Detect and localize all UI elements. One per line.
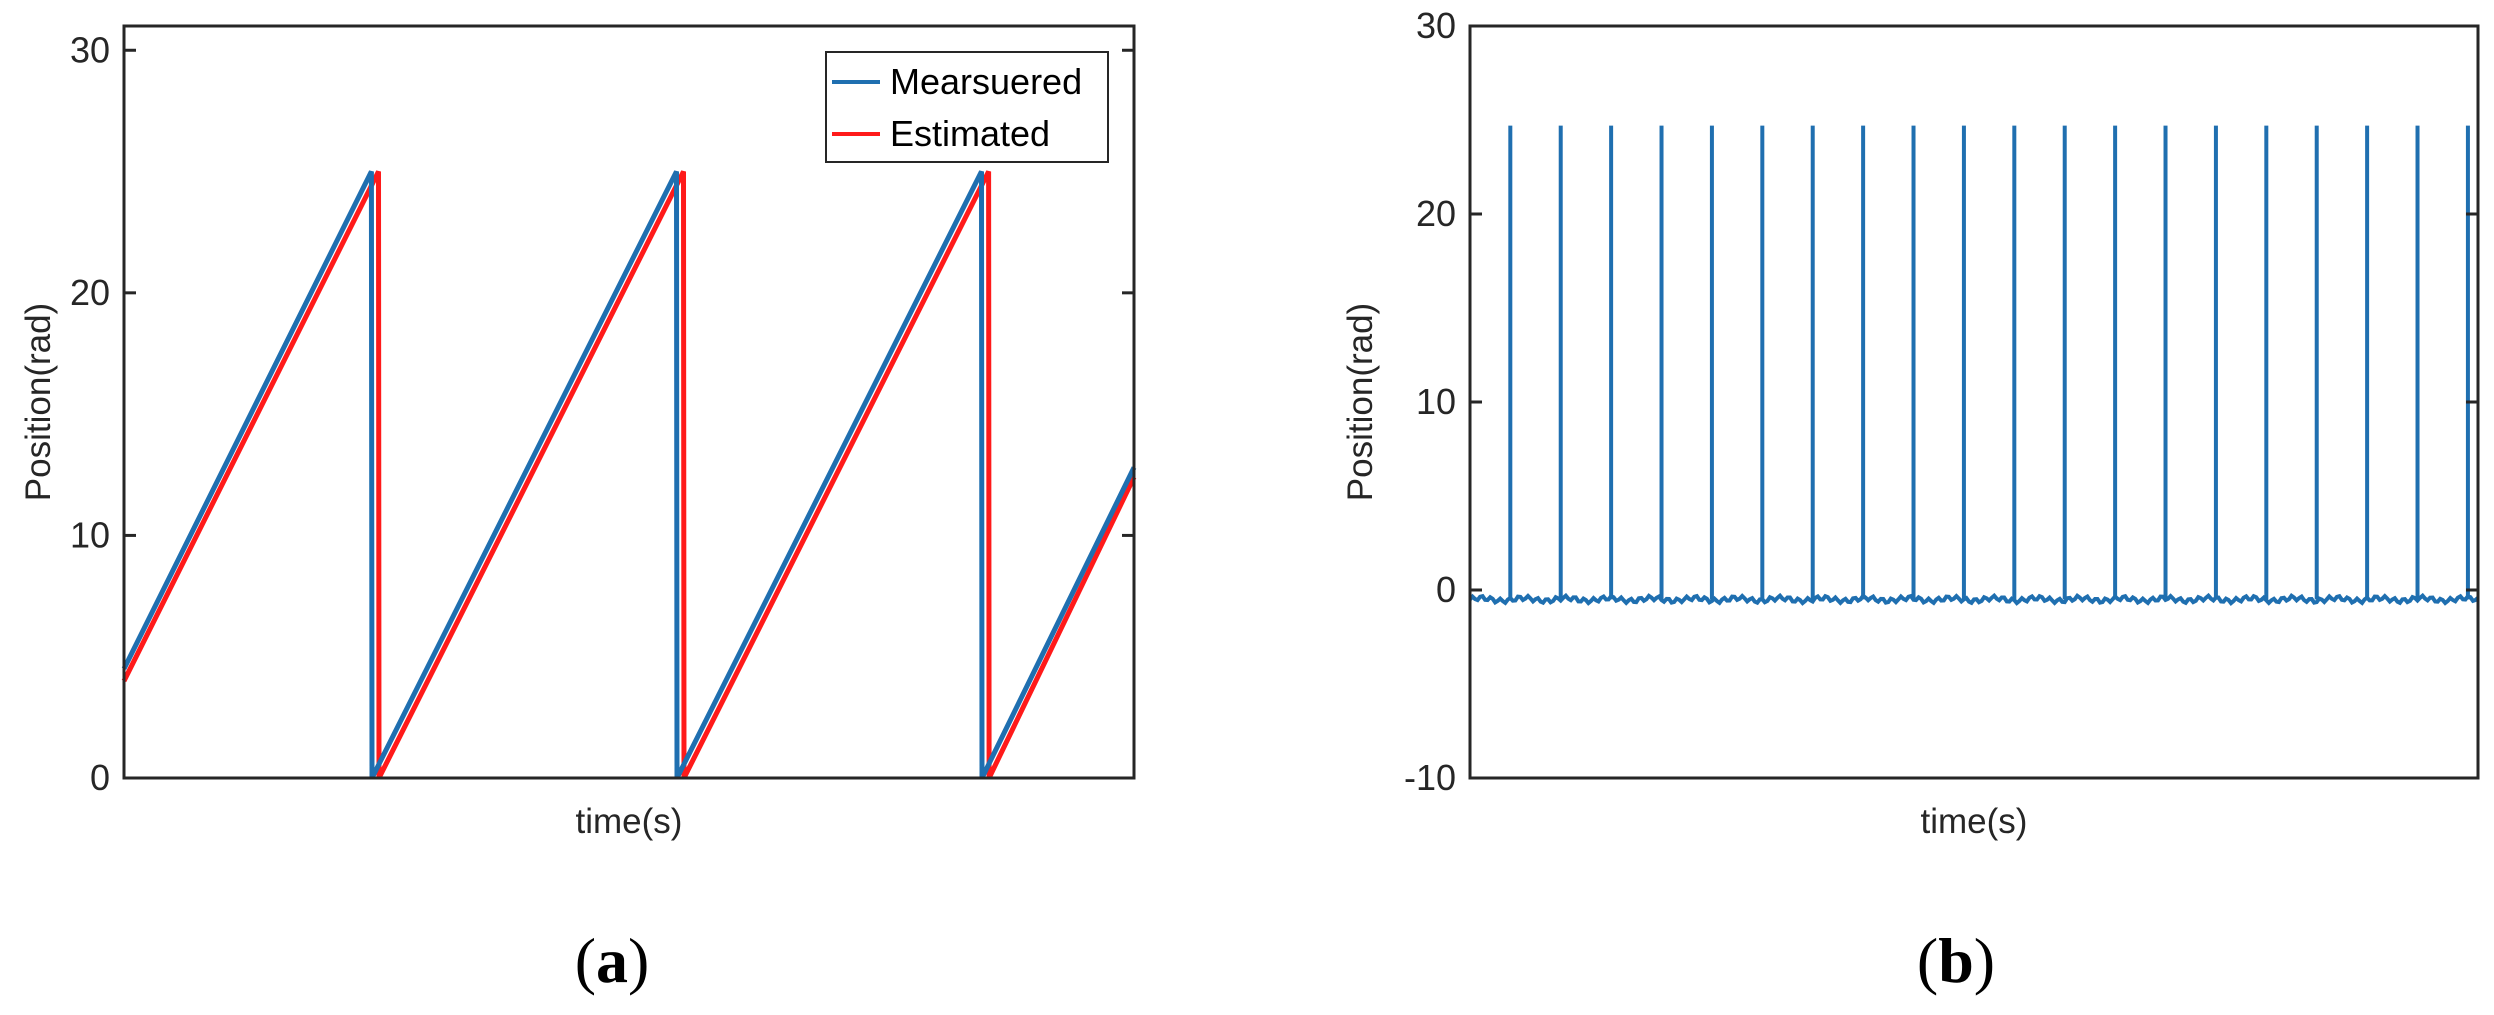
legend-box [825, 51, 1109, 163]
chart-a: 0 10 20 30 time(s) Position(rad) Mearsuered… [19, 24, 1137, 996]
legend-label-estimated: Estimated [890, 113, 1050, 154]
chart-b-ylabel: Position(rad) [1341, 303, 1380, 501]
chart-b-yticks: -10 0 10 20 30 [1404, 5, 2478, 798]
chart-a-xlabel: time(s) [576, 802, 683, 841]
chart-b-ytick-label: 20 [1416, 193, 1456, 234]
chart-a-plot [121, 170, 1137, 780]
chart-b-ytick-label: 10 [1416, 381, 1456, 422]
series-measured-line [121, 170, 1137, 780]
panel-label-a: (a) [575, 925, 650, 996]
chart-b-ytick-label: -10 [1404, 757, 1456, 798]
chart-a-ytick-label: 20 [70, 272, 110, 313]
series-estimated-line [121, 170, 1137, 780]
chart-b: -10 0 10 20 30 time(s) Position(rad) (b) [1341, 5, 2480, 996]
chart-a-ytick-label: 0 [90, 757, 110, 798]
panel-letter-b: b [1938, 925, 1974, 996]
chart-a-ytick-label: 30 [70, 29, 110, 70]
chart-b-ytick-label: 30 [1416, 5, 1456, 46]
chart-a-ylabel: Position(rad) [19, 303, 58, 501]
chart-b-xlabel: time(s) [1921, 802, 2028, 841]
chart-a-yticks: 0 10 20 30 [70, 29, 1134, 798]
chart-b-plot [1468, 125, 2480, 606]
panel-letter-a: a [596, 925, 628, 996]
chart-a-legend: Mearsuered Estimated [825, 51, 1109, 163]
chart-b-ytick-label: 0 [1436, 569, 1456, 610]
chart-a-axes-box [122, 24, 1136, 780]
chart-b-axes-box [1468, 24, 2480, 780]
panel-label-b: (b) [1917, 925, 1995, 996]
series-baseline-line [1468, 592, 2480, 606]
chart-a-ytick-label: 10 [70, 514, 110, 555]
legend-label-measured: Mearsuered [890, 61, 1082, 102]
